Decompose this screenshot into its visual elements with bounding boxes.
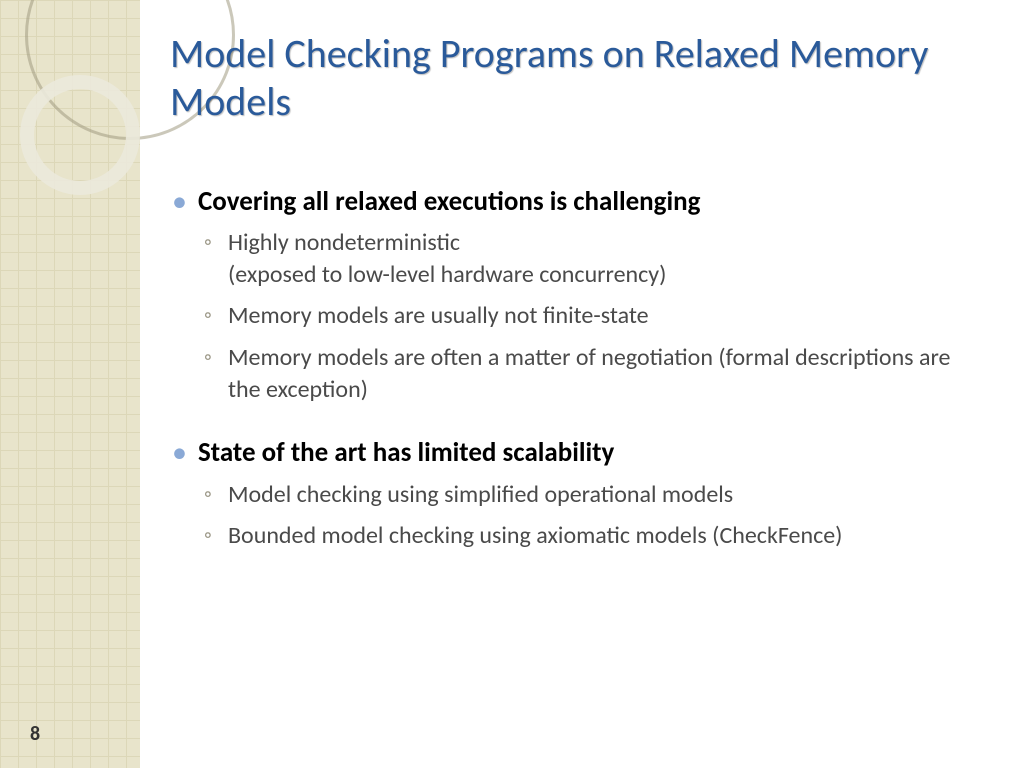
slide-content: Model Checking Programs on Relaxed Memor… — [170, 30, 980, 562]
decorative-ring-inner — [20, 75, 140, 195]
bullet-l1-text: Covering all relaxed executions is chall… — [198, 184, 980, 219]
page-number: 8 — [30, 722, 40, 746]
bullet-list: Covering all relaxed executions is chall… — [170, 184, 980, 552]
bullet-l2: Bounded model checking using axiomatic m… — [198, 520, 980, 552]
slide-title: Model Checking Programs on Relaxed Memor… — [170, 30, 980, 126]
bullet-l1-text: State of the art has limited scalability — [198, 435, 980, 470]
bullet-l2: Memory models are often a matter of nego… — [198, 342, 980, 405]
bullet-l2: Memory models are usually not finite-sta… — [198, 300, 980, 332]
bullet-l1: State of the art has limited scalability… — [170, 435, 980, 551]
bullet-l2: Model checking using simplified operatio… — [198, 479, 980, 511]
bullet-l2-text: Highly nondeterministic(exposed to low-l… — [228, 228, 666, 289]
sub-bullet-list: Highly nondeterministic(exposed to low-l… — [198, 227, 980, 405]
bullet-l2: Highly nondeterministic(exposed to low-l… — [198, 227, 980, 290]
bullet-l1: Covering all relaxed executions is chall… — [170, 184, 980, 405]
sub-bullet-list: Model checking using simplified operatio… — [198, 479, 980, 552]
